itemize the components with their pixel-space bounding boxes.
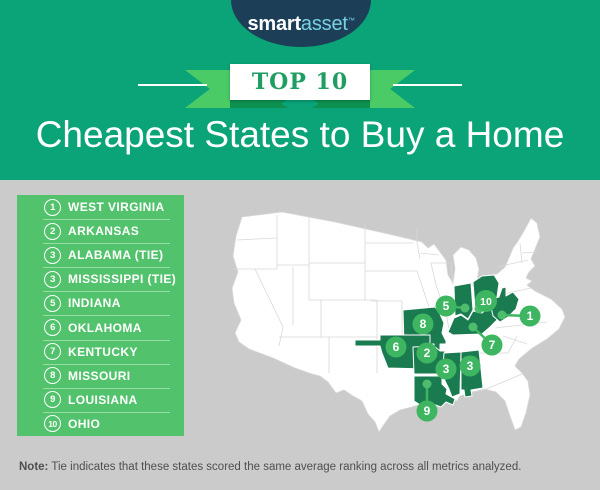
rank-row: 3 ALABAMA (TIE) [17, 243, 184, 267]
logo-asset: asset [300, 13, 348, 35]
top10-ribbon: TOP 10 [230, 64, 370, 100]
marker-circle [435, 295, 457, 317]
footnote-label: Note: [19, 461, 49, 473]
rank-number-badge: 3 [44, 270, 61, 288]
marker-anchor-dot [460, 303, 470, 313]
map-marker-west-virginia: 1 [497, 305, 541, 327]
marker-circle [416, 342, 438, 364]
map-marker-kentucky: 7 [468, 322, 503, 356]
marker-rank-label: 8 [420, 317, 427, 331]
rank-state-name: ARKANSAS [68, 224, 140, 239]
marker-rank-label: 7 [489, 338, 496, 352]
rank-state-name: LOUISIANA [68, 392, 138, 407]
marker-anchor-dot [497, 310, 507, 320]
rank-row: 2 ARKANSAS [17, 219, 184, 243]
decor-line-right [393, 84, 462, 86]
rank-row: 7 KENTUCKY [17, 339, 184, 364]
us-outline [231, 211, 566, 433]
map-marker-missouri: 8 [412, 313, 434, 335]
marker-circle [459, 355, 481, 377]
rank-number-badge: 6 [44, 319, 61, 337]
marker-circle [416, 400, 438, 422]
header-band: smartasset™ TOP 10 Cheapest States to Bu… [0, 0, 600, 180]
rank-number-badge: 1 [44, 198, 61, 216]
marker-rank-label: 6 [393, 340, 400, 354]
marker-rank-label: 3 [443, 362, 450, 376]
rank-number-badge: 7 [44, 343, 61, 361]
map-marker-louisiana: 9 [416, 379, 438, 422]
rank-state-name: OHIO [68, 416, 101, 431]
marker-rank-label: 1 [527, 309, 534, 323]
state-borders [234, 215, 548, 394]
rank-row: 10 OHIO [17, 411, 184, 436]
brand-logo: smartasset™ [231, 13, 371, 36]
rank-number-badge: 10 [44, 415, 61, 433]
rank-row: 8 MISSOURI [17, 363, 184, 388]
map-marker-oklahoma: 6 [385, 336, 407, 358]
rank-row: 5 INDIANA [17, 291, 184, 315]
ranking-panel: 1 WEST VIRGINIA 2 ARKANSAS 3 ALABAMA (TI… [17, 195, 184, 436]
marker-circle [519, 305, 541, 327]
marker-rank-label: 5 [443, 299, 450, 313]
decor-line-left [138, 84, 207, 86]
rank-number-badge: 2 [44, 222, 61, 240]
map-marker-alabama: 3 [459, 355, 481, 377]
marker-anchor-dot [422, 379, 432, 389]
rank-number-badge: 3 [44, 246, 61, 264]
marker-rank-label: 3 [467, 359, 474, 373]
ribbon-fold-right [312, 99, 370, 108]
trademark-mark: ™ [347, 17, 355, 25]
rank-state-name: INDIANA [68, 296, 121, 311]
rank-number-badge: 9 [44, 391, 61, 409]
rank-state-name: MISSOURI [68, 368, 131, 383]
page-title: Cheapest States to Buy a Home [35, 114, 565, 155]
rank-state-name: OKLAHOMA [68, 320, 142, 335]
rank-row: 6 OKLAHOMA [17, 315, 184, 339]
state-indiana [453, 282, 474, 320]
rank-state-name: WEST VIRGINIA [68, 200, 165, 215]
marker-circle [435, 358, 457, 380]
marker-circle [475, 290, 497, 312]
marker-anchor-dot [468, 322, 478, 332]
marker-circle [412, 313, 434, 335]
rank-row: 3 MISSISSIPPI (TIE) [17, 267, 184, 291]
rank-number-badge: 8 [44, 367, 61, 385]
logo-smart: smart [247, 13, 301, 35]
rank-state-name: KENTUCKY [68, 344, 138, 359]
map-marker-mississippi: 3 [435, 358, 457, 380]
marker-circle [385, 336, 407, 358]
marker-circle [481, 334, 503, 356]
ribbon-fold-left [230, 99, 288, 108]
footnote-text: Tie indicates that these states scored t… [51, 461, 522, 473]
map-marker-indiana: 5 [435, 295, 470, 317]
top10-label: TOP 10 [251, 69, 349, 95]
rank-state-name: ALABAMA (TIE) [68, 248, 164, 263]
marker-rank-label: 9 [424, 404, 431, 418]
marker-rank-label: 2 [424, 346, 431, 360]
footnote: Note: Tie indicates that these states sc… [19, 461, 521, 473]
rank-number-badge: 5 [44, 294, 61, 312]
map-marker-arkansas: 2 [416, 342, 438, 364]
map-marker-ohio: 10 [474, 290, 497, 314]
marker-rank-label: 10 [480, 296, 492, 308]
rank-row: 9 LOUISIANA [17, 387, 184, 412]
rank-row: 1 WEST VIRGINIA [17, 195, 184, 219]
us-map: 1 2 3 3 5 6 7 8 9 10 [225, 203, 580, 435]
rank-state-name: MISSISSIPPI (TIE) [68, 272, 177, 287]
